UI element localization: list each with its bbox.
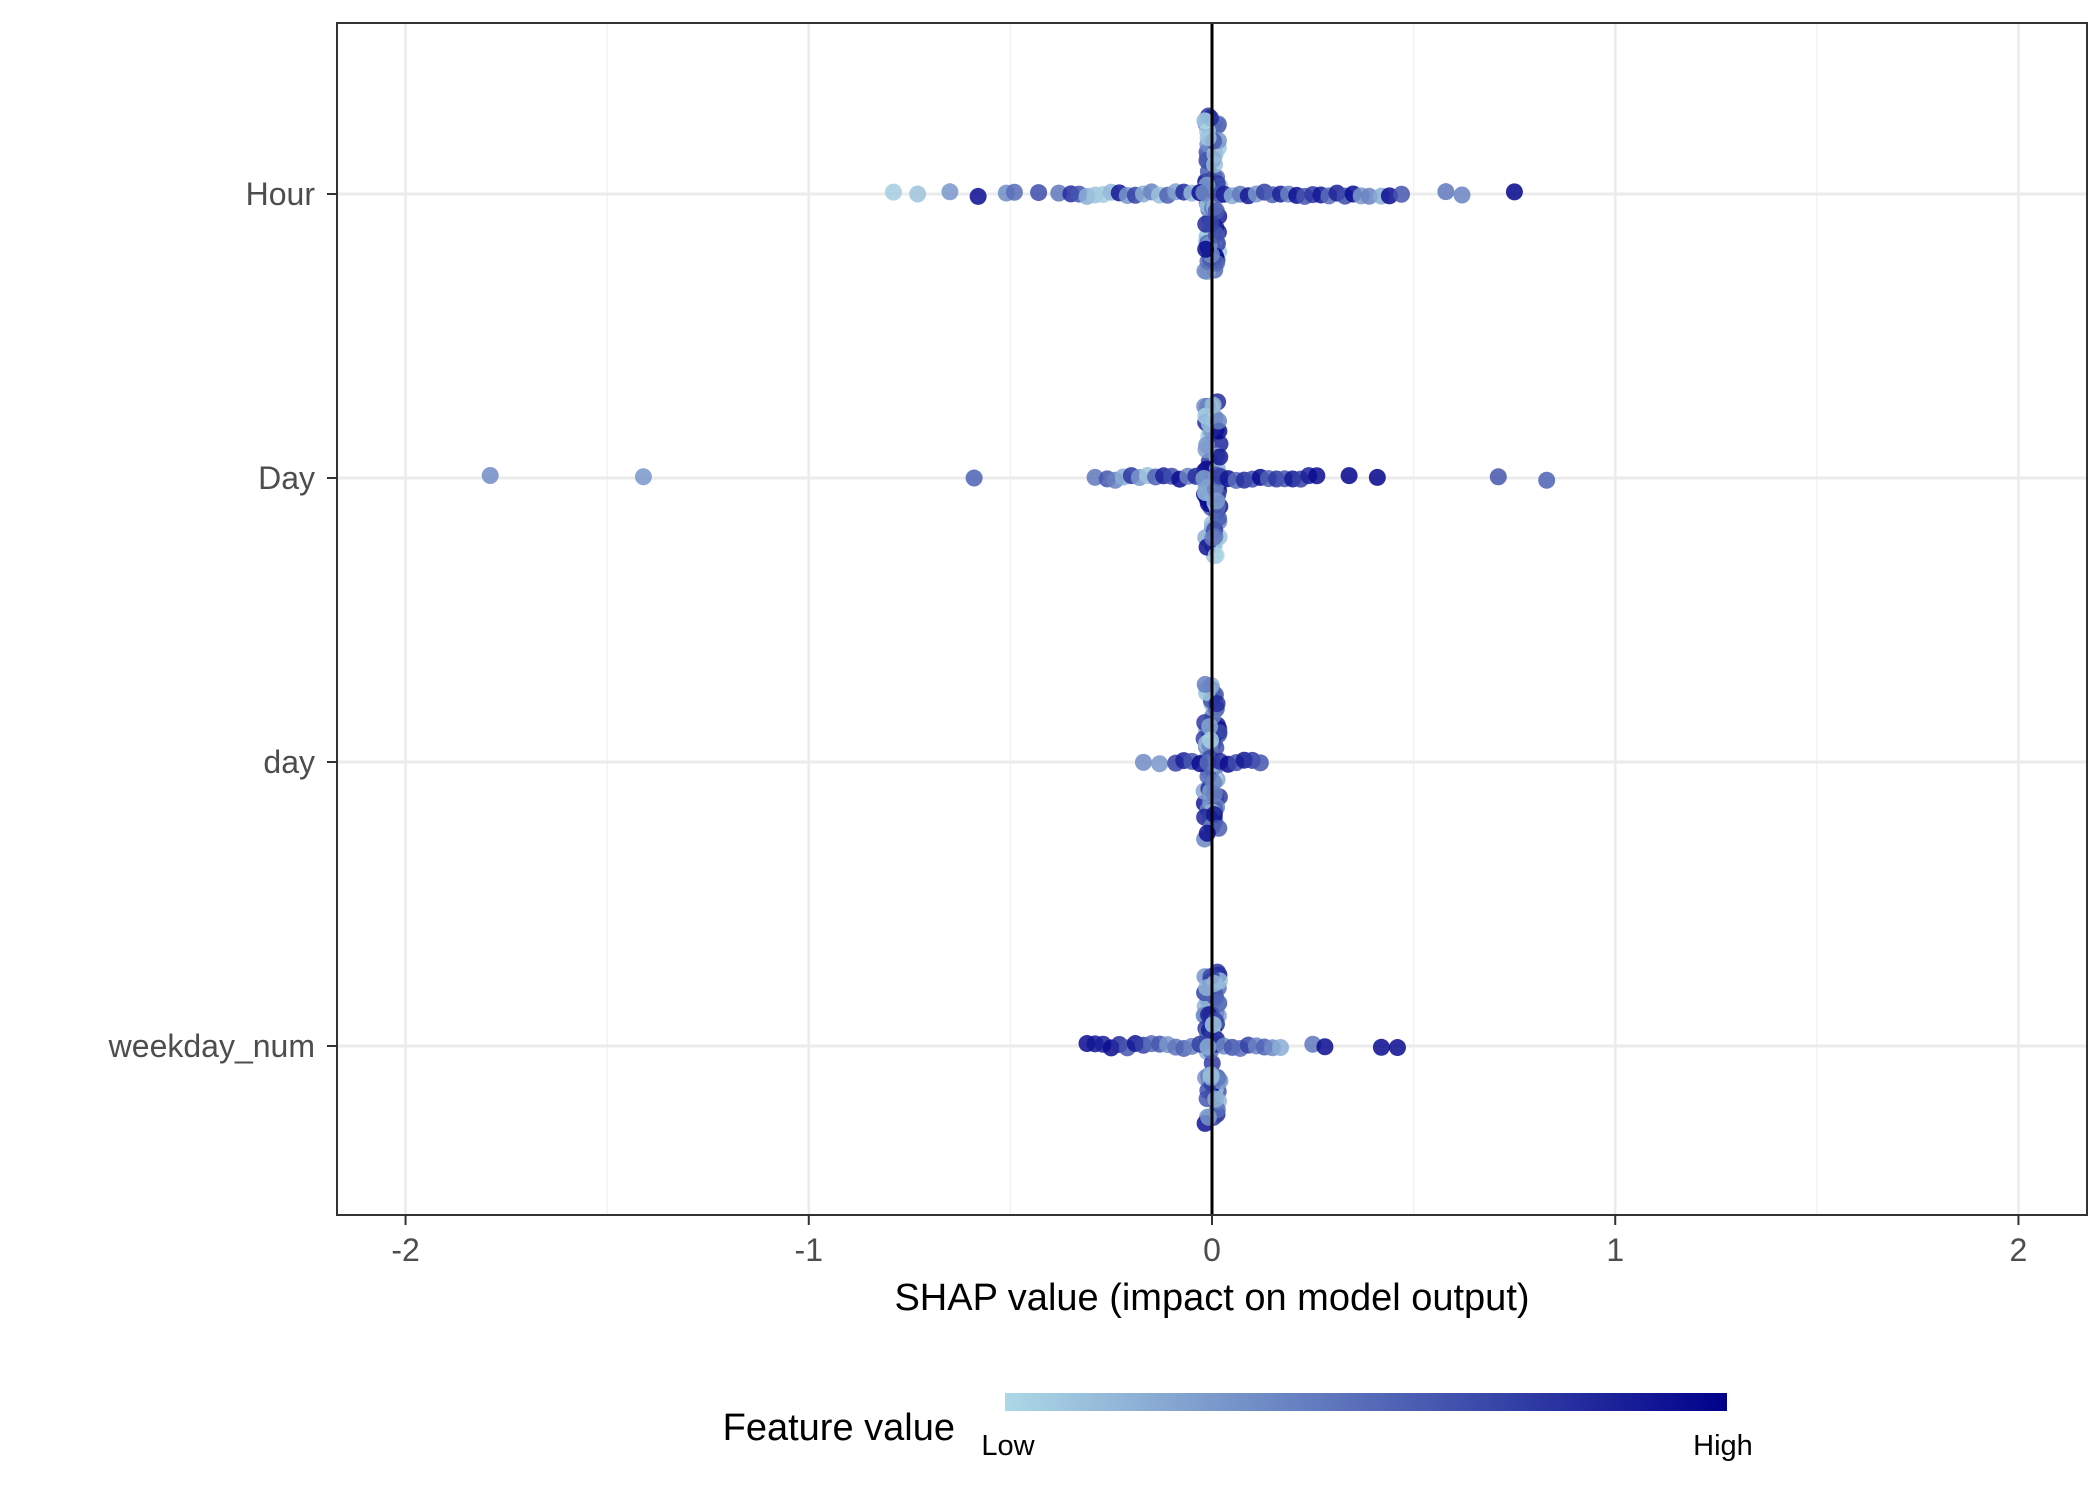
shap-point bbox=[969, 187, 987, 205]
x-axis-ticks: -2 -1 0 1 2 bbox=[391, 1215, 2027, 1268]
shap-point bbox=[1134, 753, 1152, 771]
legend-low-label: Low bbox=[981, 1430, 1035, 1462]
shap-point bbox=[481, 467, 499, 485]
y-axis-labels: Hour Day day weekday_num bbox=[108, 176, 337, 1064]
shap-point bbox=[1489, 468, 1507, 486]
legend-title: Feature value bbox=[723, 1407, 955, 1449]
shap-point bbox=[884, 183, 902, 201]
shap-point bbox=[1207, 1090, 1225, 1108]
x-tick-label: 2 bbox=[2010, 1232, 2028, 1268]
shap-point bbox=[1360, 187, 1378, 205]
shap-point bbox=[1199, 1038, 1217, 1056]
y-tick-label-Day: Day bbox=[258, 460, 315, 496]
shap-point bbox=[1050, 184, 1068, 202]
y-tick-label-day: day bbox=[263, 744, 315, 780]
shap-point bbox=[1538, 471, 1556, 489]
series-Hour bbox=[884, 107, 1523, 281]
shap-point bbox=[1206, 156, 1224, 174]
shap-point bbox=[1209, 509, 1227, 527]
x-axis-title: SHAP value (impact on model output) bbox=[894, 1277, 1529, 1319]
shap-point bbox=[1505, 183, 1523, 201]
shap-point bbox=[1453, 186, 1471, 204]
shap-point bbox=[1211, 448, 1229, 466]
shap-point bbox=[1388, 1039, 1406, 1057]
shap-point bbox=[1197, 240, 1215, 258]
shap-point bbox=[965, 469, 983, 487]
y-tick-label-weekday_num: weekday_num bbox=[108, 1028, 315, 1064]
shap-point bbox=[1205, 806, 1223, 824]
shap-point bbox=[1200, 1108, 1218, 1126]
shap-point bbox=[1251, 754, 1269, 772]
shap-point bbox=[1272, 1039, 1290, 1057]
legend-colorbar bbox=[1005, 1393, 1727, 1411]
shap-point bbox=[1199, 129, 1217, 147]
x-tick-label: -1 bbox=[795, 1232, 823, 1268]
x-tick-label: 1 bbox=[1606, 1232, 1624, 1268]
shap-point bbox=[1316, 1038, 1334, 1056]
shap-point bbox=[1205, 773, 1223, 791]
shap-point bbox=[634, 468, 652, 486]
shap-point bbox=[909, 185, 927, 203]
shap-point bbox=[1437, 183, 1455, 201]
shap-point bbox=[1368, 468, 1386, 486]
shap-point bbox=[1207, 546, 1225, 564]
y-tick-label-Hour: Hour bbox=[246, 176, 316, 212]
x-tick-label: 0 bbox=[1203, 1232, 1221, 1268]
shap-point bbox=[1197, 441, 1215, 459]
shap-point bbox=[1030, 184, 1048, 202]
shap-point bbox=[1393, 185, 1411, 203]
shap-point bbox=[1151, 755, 1169, 773]
shap-point bbox=[1372, 1038, 1390, 1056]
shap-point bbox=[1196, 112, 1214, 130]
shap-point bbox=[1005, 183, 1023, 201]
color-legend: Feature value Low High bbox=[723, 1393, 1753, 1462]
shap-point bbox=[1201, 718, 1219, 736]
x-tick-label: -2 bbox=[391, 1232, 419, 1268]
shap-point bbox=[1195, 184, 1213, 202]
shap-point bbox=[1308, 467, 1326, 485]
shap-point bbox=[1210, 412, 1228, 430]
shap-point bbox=[1196, 675, 1214, 693]
shap-point bbox=[1195, 469, 1213, 487]
shap-point bbox=[941, 183, 959, 201]
legend-high-label: High bbox=[1693, 1430, 1753, 1462]
shap-point bbox=[1340, 467, 1358, 485]
